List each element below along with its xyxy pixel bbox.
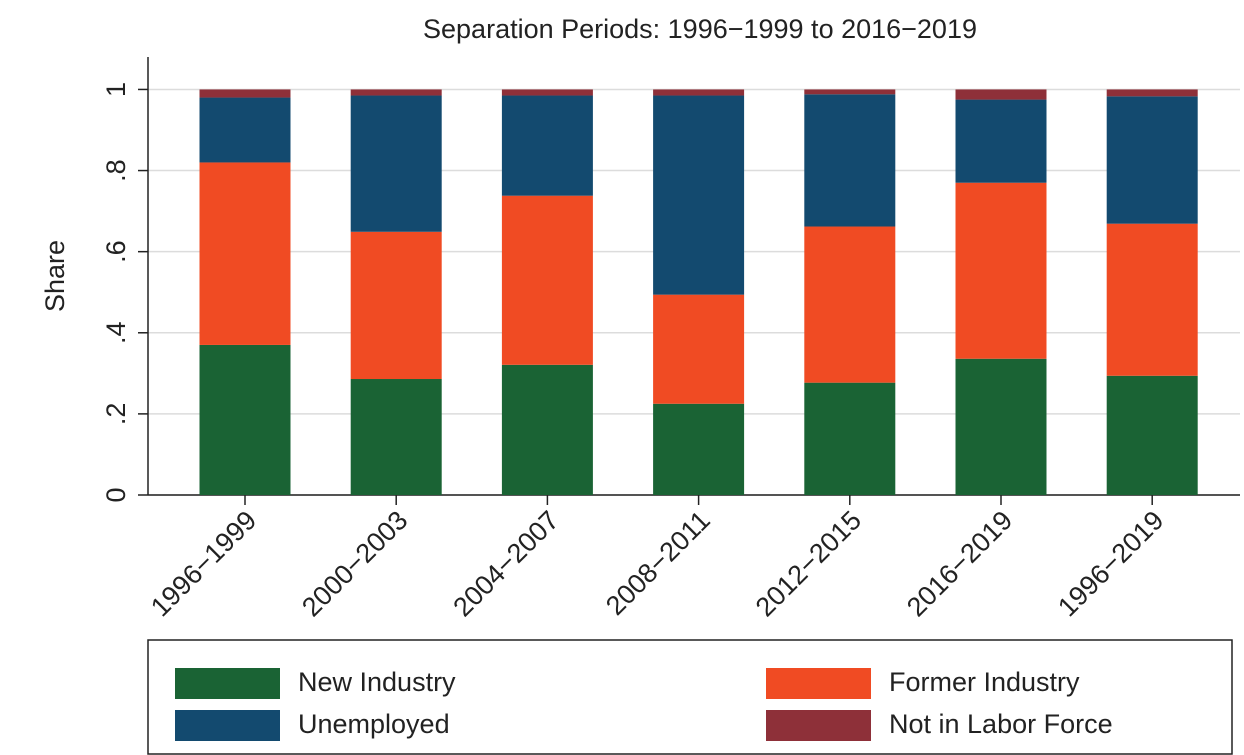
bar-segment <box>955 182 1047 359</box>
bar-segment <box>199 89 291 98</box>
legend-swatch <box>766 710 871 741</box>
bar-segment <box>501 195 593 365</box>
bar-segment <box>501 89 593 96</box>
bar-segment <box>804 226 896 383</box>
bar-segment <box>804 89 896 95</box>
chart-title: Separation Periods: 1996−1999 to 2016−20… <box>423 14 977 44</box>
bar-segment <box>501 95 593 196</box>
bar-segment <box>350 89 442 96</box>
legend-label: Not in Labor Force <box>889 709 1113 739</box>
bar-segment <box>955 89 1047 100</box>
bar-segment <box>653 294 745 404</box>
y-tick-label: .4 <box>101 322 131 345</box>
y-axis-label: Share <box>40 240 70 312</box>
legend-label: Former Industry <box>889 667 1080 697</box>
bar-segment <box>1106 375 1198 495</box>
bar-segment <box>350 231 442 380</box>
bar-segment <box>653 89 745 96</box>
bar-segment <box>350 379 442 495</box>
legend-swatch <box>175 668 280 699</box>
y-tick-label: .2 <box>101 403 131 426</box>
legend-swatch <box>175 710 280 741</box>
bar-segment <box>804 94 896 227</box>
bar-segment <box>1106 96 1198 224</box>
bar-segment <box>350 95 442 232</box>
bar-segment <box>1106 89 1198 97</box>
legend-swatch <box>766 668 871 699</box>
y-tick-label: 0 <box>101 487 131 502</box>
legend-label: New Industry <box>298 667 456 697</box>
bar-segment <box>804 382 896 495</box>
bar-segment <box>199 344 291 495</box>
y-tick-label: 1 <box>101 82 131 97</box>
legend-box <box>147 639 1233 755</box>
bar-segment <box>501 364 593 495</box>
legend-label: Unemployed <box>298 709 450 739</box>
bar-segment <box>199 97 291 163</box>
y-tick-label: .6 <box>101 240 131 263</box>
y-tick-label: .8 <box>101 159 131 182</box>
bar-segment <box>955 358 1047 495</box>
bar-segment <box>199 162 291 345</box>
bar-segment <box>1106 223 1198 376</box>
bar-segment <box>653 95 745 295</box>
bar-segment <box>653 403 745 495</box>
bar-segment <box>955 99 1047 183</box>
